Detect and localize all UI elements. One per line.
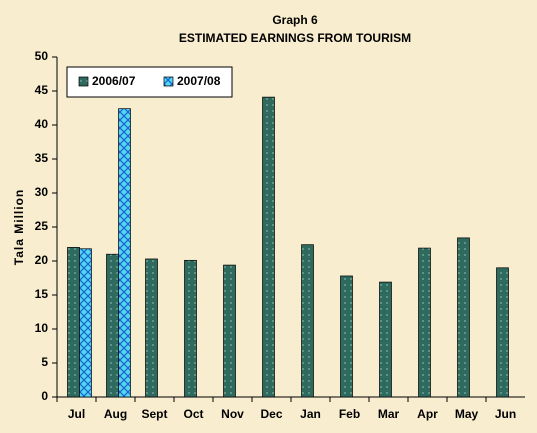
x-tick-label: Jan	[300, 407, 321, 421]
x-tick-label: Jun	[495, 407, 516, 421]
bar	[184, 259, 197, 398]
bar	[262, 96, 275, 398]
bar	[67, 247, 80, 398]
bar	[379, 281, 392, 398]
y-tick-label: 0	[41, 389, 48, 403]
x-tick-label: May	[455, 407, 479, 421]
x-tick-label: Jul	[68, 407, 85, 421]
bar	[118, 108, 131, 398]
legend-label: 2006/07	[92, 74, 136, 88]
x-tick-label: Aug	[104, 407, 127, 421]
y-tick-label: 45	[35, 83, 49, 97]
x-tick-label: Feb	[339, 407, 360, 421]
bar	[106, 253, 119, 398]
y-tick-label: 40	[35, 117, 49, 131]
x-tick-label: Apr	[417, 407, 438, 421]
y-tick-label: 5	[41, 355, 48, 369]
y-tick-label: 35	[35, 151, 49, 165]
chart-subtitle: ESTIMATED EARNINGS FROM TOURISM	[179, 31, 411, 45]
x-tick-label: Sept	[141, 407, 167, 421]
bar	[457, 237, 470, 398]
legend-swatch	[78, 76, 89, 87]
y-tick-label: 50	[35, 49, 49, 63]
bar	[340, 275, 353, 398]
legend-swatch	[163, 76, 174, 87]
y-tick-label: 20	[35, 253, 49, 267]
legend-box	[66, 66, 233, 98]
x-tick-label: Oct	[183, 407, 203, 421]
bar	[223, 264, 236, 398]
legend-label: 2007/08	[177, 74, 221, 88]
y-tick-label: 10	[35, 321, 49, 335]
y-tick-label: 15	[35, 287, 49, 301]
bar	[496, 267, 509, 398]
bar	[418, 247, 431, 398]
y-axis-label: Tala Million	[12, 189, 26, 265]
x-tick-label: Nov	[221, 407, 244, 421]
y-tick-label: 25	[35, 219, 49, 233]
bar	[301, 244, 314, 398]
bar	[145, 258, 158, 398]
x-tick-label: Mar	[378, 407, 400, 421]
bar	[79, 248, 92, 398]
x-tick-label: Dec	[260, 407, 282, 421]
y-tick-label: 30	[35, 185, 49, 199]
chart-title: Graph 6	[272, 13, 318, 27]
